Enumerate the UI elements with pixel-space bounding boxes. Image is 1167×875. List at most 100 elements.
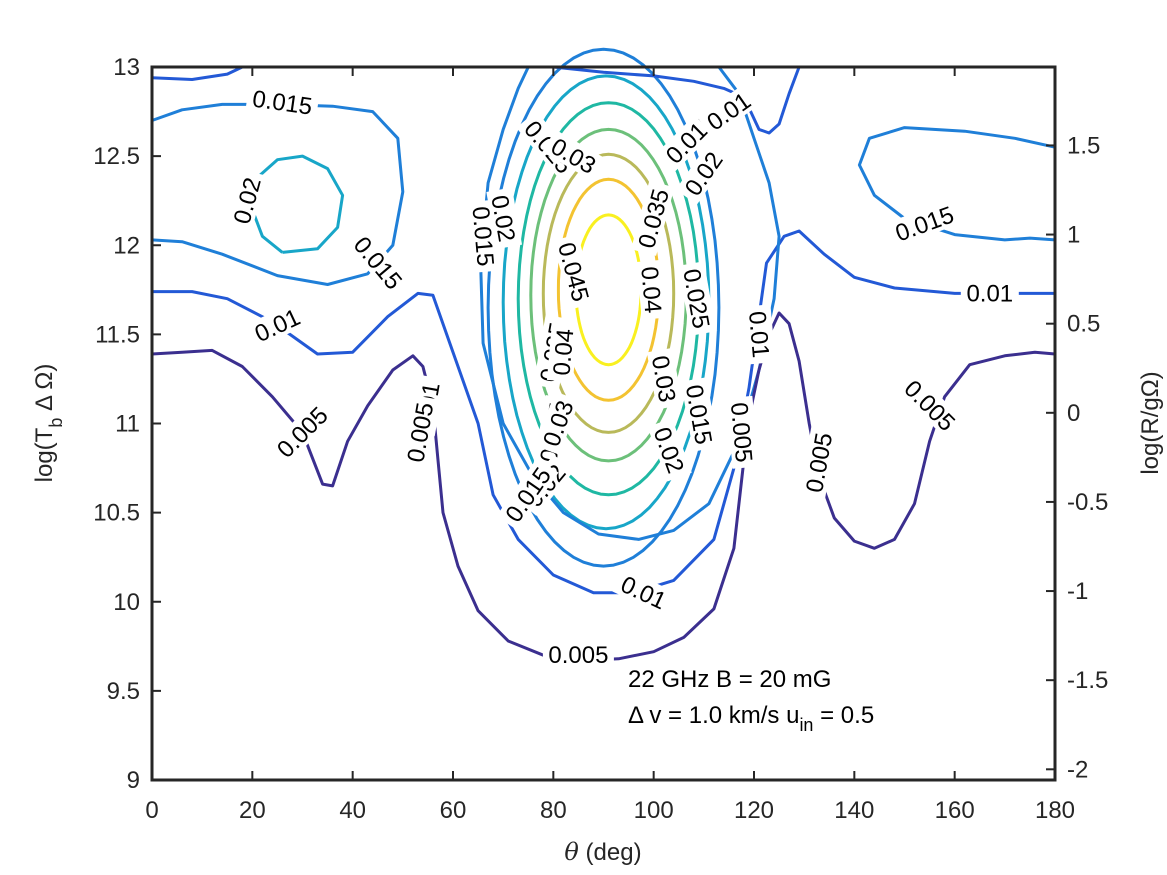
contour-label-text: 0.005 xyxy=(402,401,439,465)
contour-label-bg xyxy=(675,142,731,205)
y2-tick-label: -0.5 xyxy=(1067,489,1108,516)
y-tick-label: 9.5 xyxy=(107,678,140,705)
contour-label-bg xyxy=(799,425,838,500)
contour-label-bg xyxy=(486,187,523,250)
x-tick-label: 180 xyxy=(1035,797,1075,824)
x-tick-label: 60 xyxy=(440,797,467,824)
contour-label: 0.005 xyxy=(896,370,965,440)
contour-line xyxy=(553,65,801,135)
y-tick-label: 12 xyxy=(113,232,140,259)
contour-line xyxy=(486,47,721,568)
x-axis-ticks: 0 20 40 60 80 100 120 140 160 180 xyxy=(145,67,1075,824)
contour-label-bg xyxy=(542,129,606,181)
contour-label-text: 0.04 xyxy=(548,328,579,377)
contour-label: 0.03 xyxy=(646,347,683,410)
y-tick-label: 10 xyxy=(113,589,140,616)
contour-line xyxy=(151,102,405,286)
contour-label-bg xyxy=(267,397,337,466)
contour-label-bg xyxy=(542,641,614,668)
x-axis-label: θ (deg) xyxy=(564,838,641,866)
contour-label: 0.025 xyxy=(677,261,717,336)
contour-label-text: 0.015 xyxy=(892,201,958,247)
y-axis-label: log(Tb Δ Ω) xyxy=(31,364,66,483)
contour-line xyxy=(151,311,1056,663)
annotation-line2: Δ v = 1.0 km/s uin = 0.5 xyxy=(628,702,874,735)
contour-label-bg xyxy=(896,370,965,440)
y2-axis-ticks: -2 -1.5 -1 -0.5 0 0.5 1 1.5 xyxy=(1046,132,1108,783)
contour-label-bg xyxy=(400,395,439,470)
contour-line xyxy=(516,101,701,497)
contour-label-bg xyxy=(744,304,776,365)
contour-label: 0.01 xyxy=(743,304,776,365)
contour-label-bg xyxy=(612,567,676,616)
contour-label: 0.02 xyxy=(226,169,267,232)
y2-tick-label: -1.5 xyxy=(1067,667,1108,694)
contour-label: 0.015 xyxy=(345,226,412,299)
contour-label: 0.04 xyxy=(546,322,579,383)
y2-axis-label: log(R/gΩ) xyxy=(1137,371,1164,474)
contour-line xyxy=(501,74,711,531)
contour-label: 0.005 xyxy=(799,425,838,500)
contour-label: 0.005 xyxy=(725,395,759,469)
contour-line xyxy=(556,177,661,402)
contour-label-bg xyxy=(546,322,578,383)
contour-label-text: 0.005 xyxy=(548,642,608,669)
y2-tick-label: -2 xyxy=(1067,756,1088,783)
contour-label: 0.01 xyxy=(960,279,1019,307)
contour-line xyxy=(857,126,1056,242)
contour-label-text: 0.005 xyxy=(801,431,838,495)
x-tick-label: 80 xyxy=(540,797,567,824)
contour-label: 0.04 xyxy=(635,259,668,320)
contour-label-text: 0.01 xyxy=(743,310,774,359)
x-tick-label: 100 xyxy=(634,797,674,824)
contour-label: 0.005 xyxy=(542,641,614,669)
contour-label-text: 0.04 xyxy=(635,265,666,314)
y-axis-ticks: 9 9.5 10 10.5 11 11.5 12 12.5 13 xyxy=(93,54,161,794)
contour-label-bg xyxy=(680,377,719,452)
contour-line xyxy=(529,127,688,463)
y-tick-label: 13 xyxy=(113,54,140,81)
contour-label-bg xyxy=(647,418,692,482)
contour-line xyxy=(541,152,676,434)
contour-label-bg xyxy=(535,391,580,455)
contour-lines xyxy=(151,47,1056,663)
y2-tick-label: 0.5 xyxy=(1067,311,1100,338)
contour-label: 0.01 xyxy=(245,300,309,349)
y-tick-label: 11.5 xyxy=(95,321,140,348)
contour-label: 0.005 xyxy=(400,395,439,470)
x-tick-label: 140 xyxy=(834,797,874,824)
contour-label-bg xyxy=(345,226,412,299)
contour-label-bg xyxy=(630,180,675,256)
annotation-line1: 22 GHz B = 20 mG xyxy=(628,666,831,693)
x-tick-label: 0 xyxy=(145,797,158,824)
contour-label-bg xyxy=(226,169,267,232)
y2-tick-label: 1.5 xyxy=(1067,132,1100,159)
contour-label: 0.01 xyxy=(612,567,676,616)
contour-line xyxy=(250,154,345,254)
contour-label-bg xyxy=(496,457,559,531)
contour-label: 0.005 xyxy=(267,397,337,466)
contour-labels: 0.0150.020.0150.010.0050.010.0050.0150.0… xyxy=(226,83,1019,669)
contour-label: 0.015 xyxy=(245,83,320,121)
contour-line xyxy=(152,229,1055,595)
contour-line xyxy=(151,65,243,81)
y2-tick-label: 1 xyxy=(1067,222,1080,249)
y2-tick-label: 0 xyxy=(1067,400,1080,427)
contour-label-bg xyxy=(726,395,759,469)
contour-label-bg xyxy=(646,347,683,410)
x-tick-label: 40 xyxy=(339,797,366,824)
x-tick-label: 20 xyxy=(239,797,266,824)
contour-label-bg xyxy=(678,261,717,336)
contour-label-bg xyxy=(886,198,963,248)
contour-label-bg xyxy=(552,234,597,310)
contour-label-bg xyxy=(245,83,320,120)
y2-tick-label: -1 xyxy=(1067,578,1088,605)
y-tick-label: 10.5 xyxy=(93,500,140,527)
contour-label-text: 0.005 xyxy=(725,401,757,463)
contour-label-text: 0.015 xyxy=(251,86,314,121)
contour-label-bg xyxy=(245,300,309,349)
contour-label-text: 0.02 xyxy=(229,175,267,227)
contour-label-text: 0.01 xyxy=(966,280,1013,307)
x-tick-label: 120 xyxy=(734,797,774,824)
